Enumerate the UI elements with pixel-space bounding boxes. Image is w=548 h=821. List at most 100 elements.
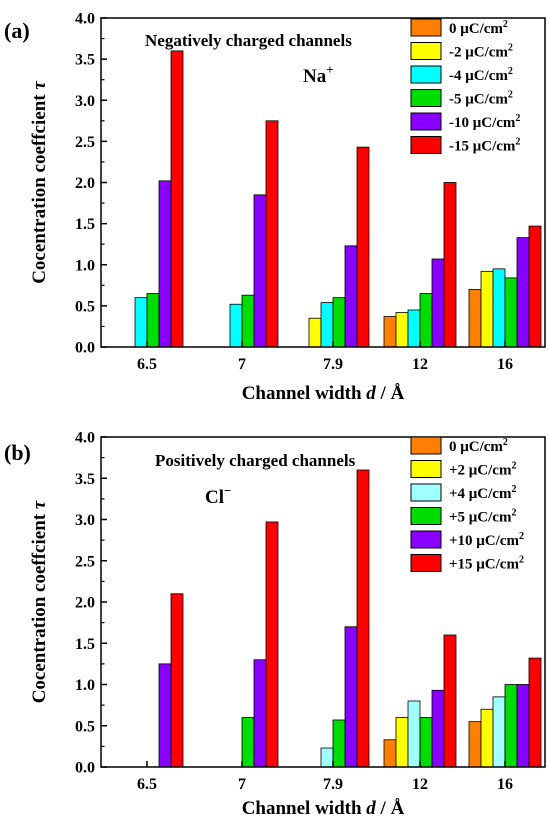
bar — [407, 700, 421, 768]
legend-label: 0 μC/cm2 — [449, 19, 508, 37]
bar — [419, 717, 433, 768]
y-tick-label: 2.0 — [75, 595, 95, 612]
x-tick-label: 12 — [412, 776, 428, 793]
bar — [356, 469, 370, 768]
legend-label: +10 μC/cm2 — [449, 531, 524, 549]
y-tick-label: 4.0 — [75, 11, 95, 28]
ion-annotation: Na+ — [303, 62, 334, 87]
y-tick-label: 1.0 — [75, 257, 95, 274]
legend-label-text: +5 μC/cm — [449, 510, 512, 526]
bar — [134, 297, 148, 348]
panel-label: (b) — [4, 440, 31, 465]
y-tick-label: 0.0 — [75, 340, 95, 357]
legend-label: +15 μC/cm2 — [449, 555, 524, 573]
bar — [146, 293, 160, 348]
bar — [395, 717, 409, 768]
y-tick-label: 0.0 — [75, 760, 95, 777]
legend-label-text: -5 μC/cm — [449, 92, 508, 108]
bar — [332, 297, 346, 348]
x-axis-label: Channel width d / Å — [242, 383, 405, 404]
bar — [344, 245, 358, 348]
y-tick-label: 1.0 — [75, 677, 95, 694]
bar — [253, 659, 267, 768]
y-tick-label: 4.0 — [75, 430, 95, 447]
x-tick-label: 6.5 — [137, 776, 157, 793]
legend-label-text: 0 μC/cm — [449, 21, 503, 37]
legend-label-text: +2 μC/cm — [449, 463, 512, 479]
x-axis-label-unit: / Å — [376, 383, 405, 404]
y-axis-label-text: Cocentration coeffcient — [29, 509, 50, 703]
legend-swatch — [410, 483, 442, 502]
legend-label-sup: 2 — [511, 461, 516, 472]
legend-label-sup: 2 — [515, 137, 520, 148]
bar — [528, 225, 542, 348]
x-axis-label-variable: d — [366, 383, 376, 404]
x-tick-label: 12 — [412, 356, 428, 373]
legend-label-sup: 2 — [508, 66, 513, 77]
legend-label-text: -2 μC/cm — [449, 45, 508, 61]
ion-charge: + — [326, 62, 333, 77]
x-tick-label: 16 — [497, 776, 513, 793]
legend-label: 0 μC/cm2 — [449, 437, 508, 455]
legend-swatch — [410, 554, 442, 572]
y-tick-label: 3.5 — [75, 52, 95, 69]
bar — [344, 626, 358, 768]
bar — [419, 293, 433, 348]
bar — [170, 50, 184, 348]
bar — [265, 120, 279, 348]
y-tick-label: 3.0 — [75, 512, 95, 529]
legend-label: -4 μC/cm2 — [449, 66, 513, 84]
legend-label: +5 μC/cm2 — [449, 508, 516, 526]
bar — [158, 663, 172, 768]
bar — [320, 302, 334, 348]
y-axis-label: Cocentration coeffcient τ — [29, 81, 50, 284]
legend-label-text: -10 μC/cm — [449, 115, 516, 131]
ion-annotation: Cl− — [205, 483, 231, 508]
bar — [308, 317, 322, 348]
bar — [383, 739, 397, 768]
ion-name: Na — [303, 66, 327, 87]
legend-label-sup: 2 — [508, 90, 513, 101]
bar — [241, 294, 255, 348]
legend-label-sup: 2 — [519, 531, 524, 542]
legend-swatch — [410, 89, 442, 107]
y-tick-label: 3.5 — [75, 471, 95, 488]
bar — [332, 719, 346, 768]
bar — [516, 237, 530, 348]
y-axis-label: Cocentration coeffcient τ — [29, 500, 50, 703]
legend-swatch — [410, 436, 442, 455]
legend-label-text: 0 μC/cm — [449, 439, 503, 455]
bar — [431, 689, 445, 768]
bar — [431, 258, 445, 348]
bar — [356, 146, 370, 348]
legend-label-sup: 2 — [503, 437, 508, 448]
legend-swatch — [410, 18, 442, 37]
bar — [241, 717, 255, 768]
legend-swatch — [410, 42, 442, 60]
bar — [504, 277, 518, 348]
legend-label: +2 μC/cm2 — [449, 461, 516, 479]
bar — [443, 634, 457, 768]
y-tick-label: 0.5 — [75, 298, 95, 315]
x-tick-label: 16 — [497, 356, 513, 373]
bar — [443, 182, 457, 348]
x-tick-label: 7 — [238, 356, 246, 373]
y-axis-label-variable: τ — [29, 81, 50, 90]
legend-swatch — [410, 112, 442, 131]
bar — [253, 194, 267, 348]
legend-swatch — [410, 65, 442, 84]
legend-label-sup: 2 — [519, 555, 524, 566]
legend-swatch — [410, 136, 442, 154]
legend-swatch — [410, 460, 442, 478]
y-tick-label: 3.0 — [75, 93, 95, 110]
y-tick-label: 1.5 — [75, 216, 95, 233]
bar — [468, 289, 482, 348]
bar — [407, 309, 421, 348]
y-tick-label: 2.5 — [75, 553, 95, 570]
bar — [468, 721, 482, 768]
x-axis-label-variable: d — [366, 798, 376, 819]
legend-label-text: +10 μC/cm — [449, 533, 519, 549]
x-tick-label: 7.9 — [323, 356, 343, 373]
legend-swatch — [410, 530, 442, 549]
